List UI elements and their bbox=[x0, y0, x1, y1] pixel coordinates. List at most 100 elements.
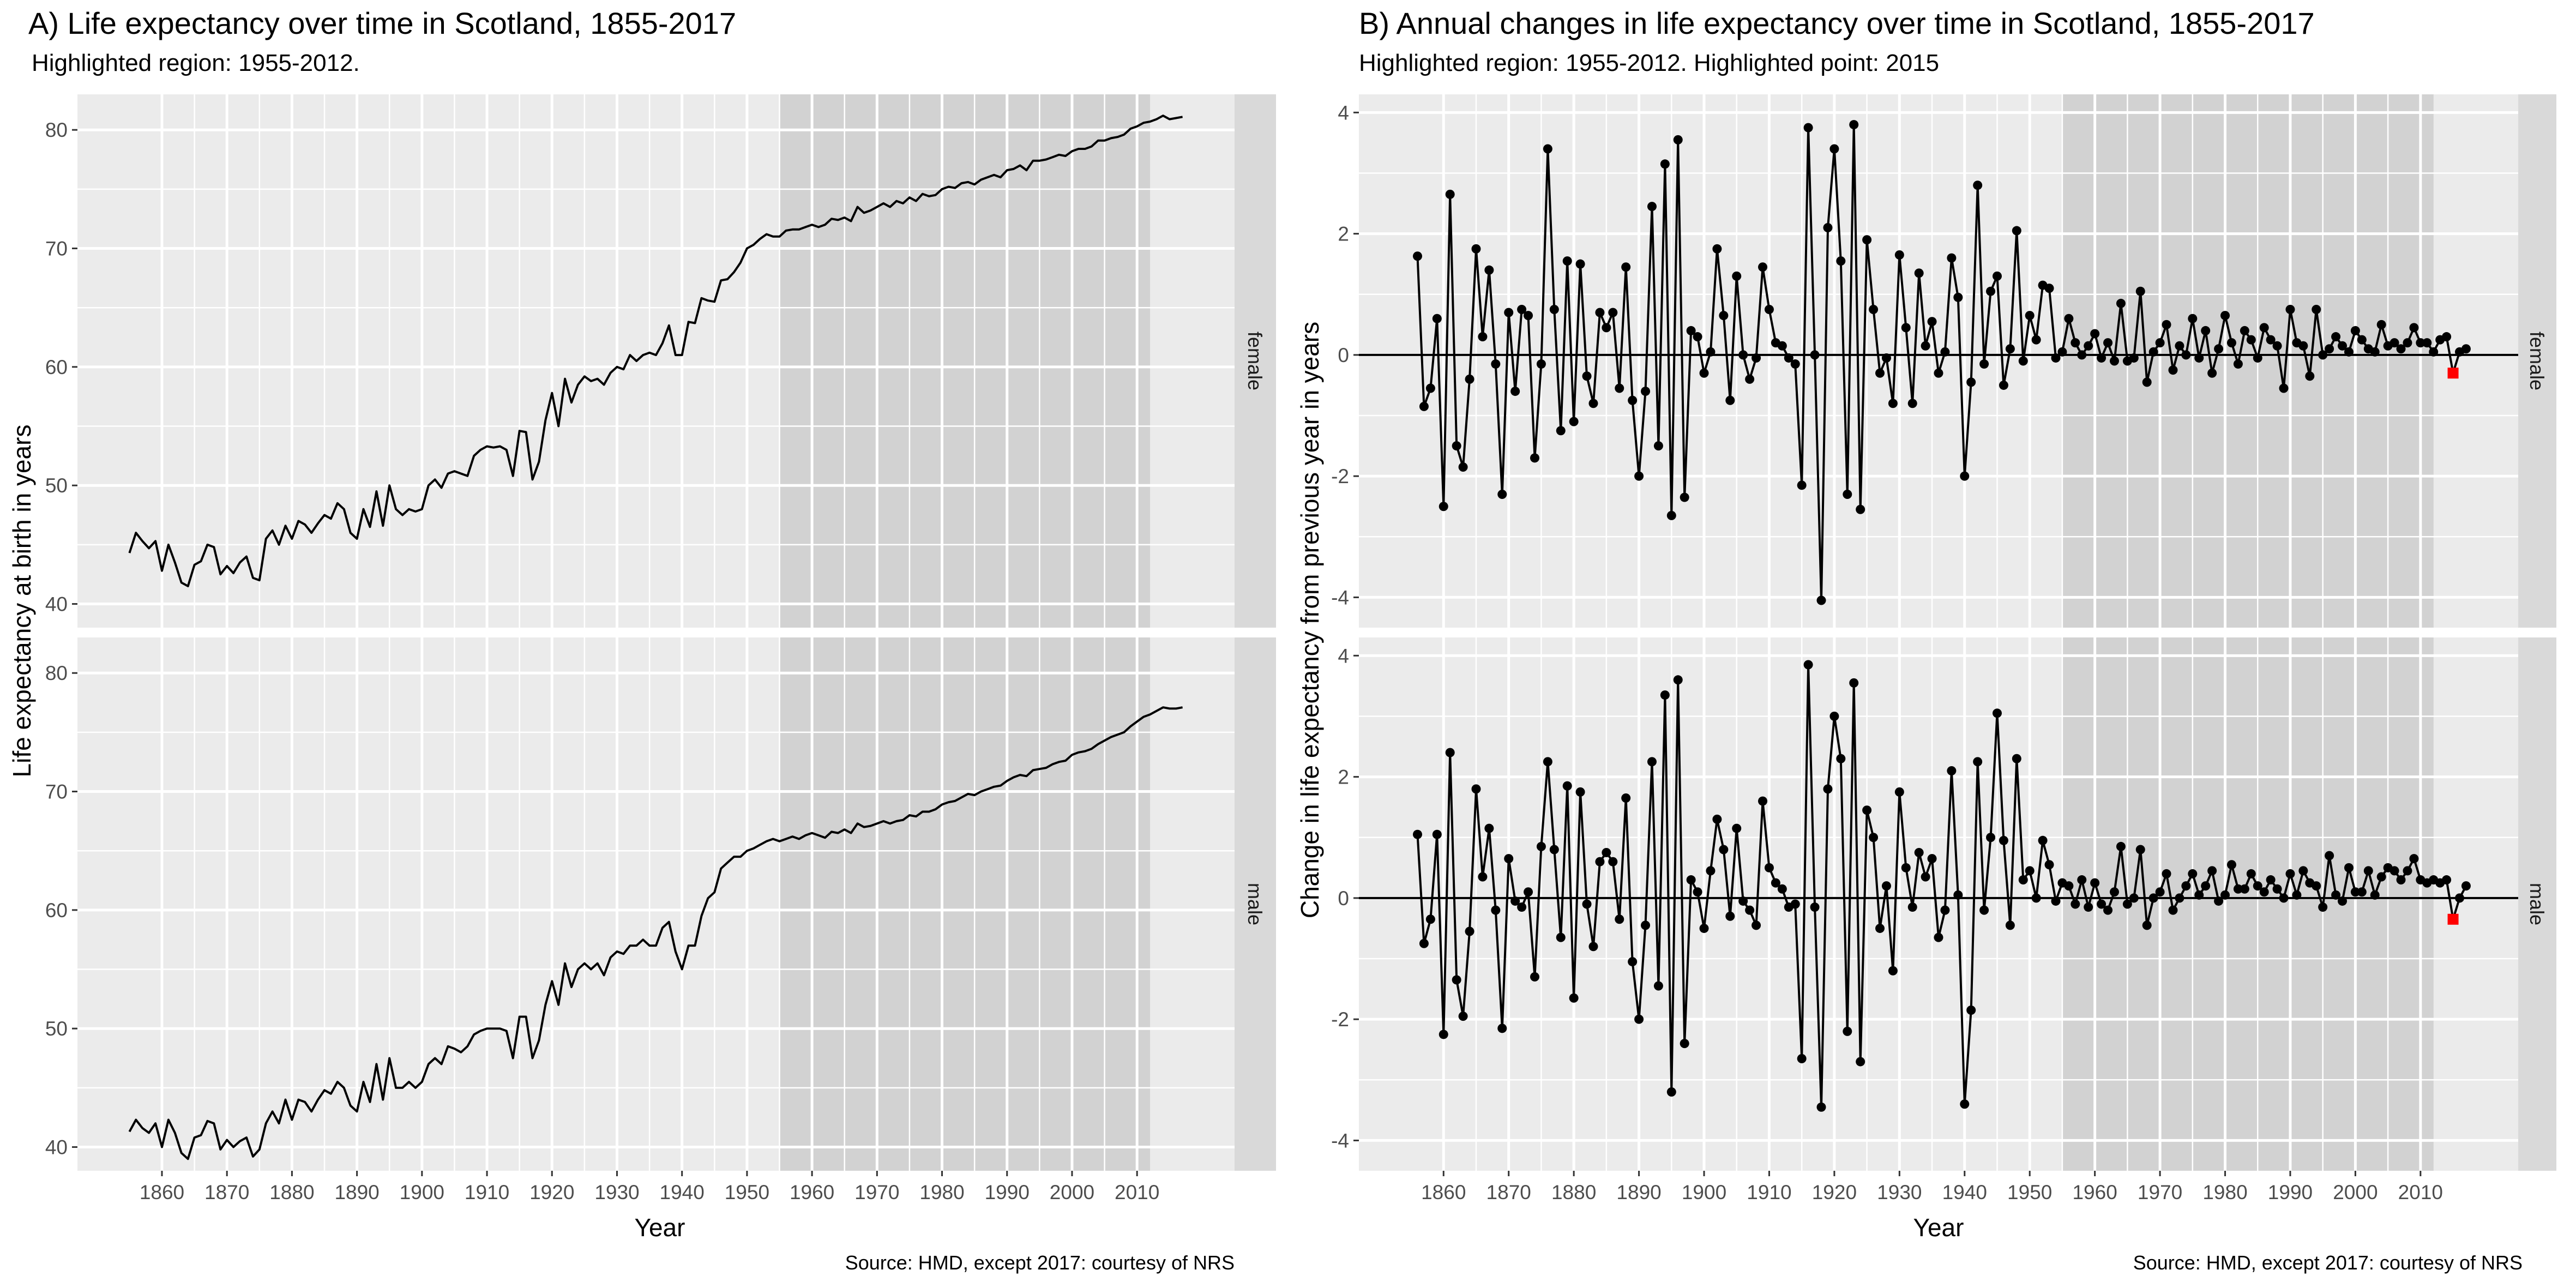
chart-a-x-tick-label: 1960 bbox=[790, 1181, 834, 1203]
chart-a-x-tick-label: 1980 bbox=[919, 1181, 964, 1203]
chart-b-x-tick-label: 1880 bbox=[1551, 1181, 1596, 1203]
chart-b-facet-female-data-point bbox=[2135, 286, 2145, 296]
chart-b-facet-female-data-point bbox=[1491, 359, 1501, 369]
chart-b-facet-female-data-point bbox=[1914, 268, 1924, 278]
chart-b-facet-male-data-point bbox=[2325, 851, 2334, 860]
chart-b-facet-male-data-point bbox=[1843, 1026, 1852, 1036]
chart-a-facet-male-y-tick-label: 80 bbox=[45, 662, 68, 684]
chart-b-facet-male-data-point bbox=[1752, 920, 1761, 930]
chart-b-facet-male-data-point bbox=[2259, 887, 2269, 897]
chart-b-facet-male-data-point bbox=[1641, 920, 1651, 930]
chart-b-facet-male-data-point bbox=[2044, 860, 2054, 870]
chart-b-facet-female-data-point bbox=[1653, 441, 1663, 451]
chart-b-facet-female-data-point bbox=[2005, 344, 2015, 354]
chart-b-facet-female-data-point bbox=[1947, 253, 1957, 263]
chart-b-facet-female-data-point bbox=[1452, 441, 1461, 451]
chart-b-facet-male-data-point bbox=[2390, 866, 2399, 876]
chart-b-facet-female-data-point bbox=[2318, 350, 2328, 360]
chart-b-facet-male-data-point bbox=[2220, 890, 2230, 900]
chart-b-facet-female-data-point bbox=[1510, 387, 1520, 396]
chart-b-facet-male-data-point bbox=[1966, 1005, 1976, 1015]
chart-b-facet-male-data-point bbox=[1445, 748, 1455, 757]
chart-b-facet-female-data-point bbox=[2077, 350, 2087, 360]
chart-b-facet-female-data-point bbox=[1699, 368, 1709, 378]
chart-b-facet-male-data-point bbox=[1425, 914, 1435, 924]
chart-b-facet-male-data-point bbox=[2012, 754, 2021, 763]
chart-b-facet-female-data-point bbox=[2084, 341, 2093, 351]
chart-b-facet-female-data-point bbox=[2226, 338, 2236, 348]
chart-b-facet-female-data-point bbox=[1712, 244, 1722, 254]
chart-b-x-tick-label: 1940 bbox=[1942, 1181, 1987, 1203]
chart-b-facet-male-data-point bbox=[1712, 814, 1722, 824]
chart-b-facet-female-strip bbox=[2518, 94, 2556, 628]
chart-b-facet-male-data-point bbox=[2175, 893, 2184, 903]
chart-b-facet-female-data-point bbox=[2272, 341, 2282, 351]
chart-b-x-tick-label: 1970 bbox=[2138, 1181, 2182, 1203]
chart-b-facet-male-data-point bbox=[1452, 975, 1461, 985]
chart-b-facet-male-data-point bbox=[2285, 869, 2295, 878]
chart-b-facet-female-data-point bbox=[2090, 329, 2100, 339]
chart-b-facet-female-data-point bbox=[1992, 271, 2002, 281]
chart-b-facet-female-data-point bbox=[1478, 332, 1488, 342]
chart-b-facet-female-data-point bbox=[1530, 453, 1539, 463]
chart-b-facet-male-data-point bbox=[2135, 845, 2145, 854]
chart-b-facet-male-data-point bbox=[1732, 823, 1742, 833]
chart-b-x-tick-label: 1860 bbox=[1421, 1181, 1466, 1203]
chart-b-facet-female-data-point bbox=[1588, 399, 1598, 408]
chart-b-facet-female-data-point bbox=[2162, 320, 2171, 329]
chart-b-facet-female-data-point bbox=[2103, 338, 2113, 348]
chart-b-facet-female-data-point bbox=[1738, 350, 1748, 360]
chart-b-facet-female-data-point bbox=[2194, 353, 2204, 363]
chart-b-facet-male-data-point bbox=[1816, 1102, 1826, 1112]
chart-b-facet-female-data-point bbox=[2350, 326, 2360, 335]
chart-b-facet-male-data-point bbox=[1914, 848, 1924, 858]
chart-b-facet-male-data-point bbox=[1432, 829, 1442, 839]
chart-b-facet-male-data-point bbox=[1458, 1012, 1468, 1021]
chart-b-facet-female-data-point bbox=[2214, 344, 2224, 354]
chart-b-facet-male-data-point bbox=[2233, 884, 2243, 894]
chart-b-facet-male-data-point bbox=[1790, 899, 1800, 909]
chart-b-facet-male-data-point bbox=[1666, 1087, 1676, 1097]
chart-b-facet-female-data-point bbox=[2279, 383, 2289, 393]
chart-a-y-axis-label: Life expectancy at birth in years bbox=[8, 425, 36, 778]
chart-b-facet-male-data-point bbox=[1777, 884, 1787, 894]
chart-b-facet-male-data-point bbox=[2240, 884, 2249, 894]
chart-b-facet-female-data-point bbox=[2285, 305, 2295, 315]
chart-b-facet-male-data-point bbox=[2207, 866, 2217, 876]
chart-a-facet-female-y-tick-label: 80 bbox=[45, 119, 68, 141]
chart-b-facet-male-data-point bbox=[1575, 787, 1585, 797]
chart-b-facet-female-data-point bbox=[2338, 341, 2348, 351]
chart-b-facet-male-data-point bbox=[1829, 711, 1839, 721]
chart-b-facet-male-strip bbox=[2518, 637, 2556, 1171]
chart-b-facet-male-data-point bbox=[1562, 781, 1572, 791]
chart-b-facet-female-data-point bbox=[1595, 308, 1605, 317]
chart-b-facet-male-data-point bbox=[1764, 863, 1774, 872]
chart-b-facet-male-data-point bbox=[2312, 881, 2321, 891]
chart-b-facet-female-data-point bbox=[1875, 368, 1885, 378]
chart-b-facet-male-data-point bbox=[1881, 881, 1891, 891]
chart-b-facet-male-data-point bbox=[1471, 784, 1481, 794]
chart-b-facet-male-data-point bbox=[1907, 902, 1917, 912]
chart-a-facet-female-strip bbox=[1235, 94, 1276, 628]
chart-b-facet-female-data-point bbox=[1660, 159, 1670, 169]
chart-b-facet-female-data-point bbox=[1752, 353, 1761, 363]
chart-b-facet-male-data-point bbox=[2370, 890, 2380, 900]
chart-b-facet-female-data-point bbox=[1634, 471, 1644, 481]
chart-a-facet-female-y-tick-label: 40 bbox=[45, 593, 68, 616]
chart-b-facet-male-data-point bbox=[1979, 905, 1989, 915]
chart-b-facet-female-data-point bbox=[2429, 347, 2439, 357]
chart-a-x-tick-label: 1930 bbox=[594, 1181, 639, 1203]
chart-b-facet-male-data-point bbox=[1569, 993, 1579, 1003]
chart-b-facet-female-data-point bbox=[1823, 223, 1833, 232]
chart-b-facet-male-data-point bbox=[1836, 754, 1846, 763]
chart-b-facet-female-data-point bbox=[1810, 350, 1820, 360]
chart-b-facet-female-data-point bbox=[1647, 202, 1657, 212]
chart-b-facet-male-data-point bbox=[1536, 841, 1546, 851]
chart-b-facet-male-data-point bbox=[2363, 866, 2373, 876]
chart-b-facet-female-data-point bbox=[1621, 262, 1631, 272]
chart-b-facet-male-highlighted-point bbox=[2447, 913, 2459, 925]
chart-b-facet-male-data-point bbox=[2442, 875, 2452, 885]
chart-b-facet-female-data-point bbox=[1706, 347, 1716, 357]
chart-a-x-axis-label: Year bbox=[635, 1213, 685, 1242]
chart-b-facet-female-data-point bbox=[2201, 326, 2211, 335]
